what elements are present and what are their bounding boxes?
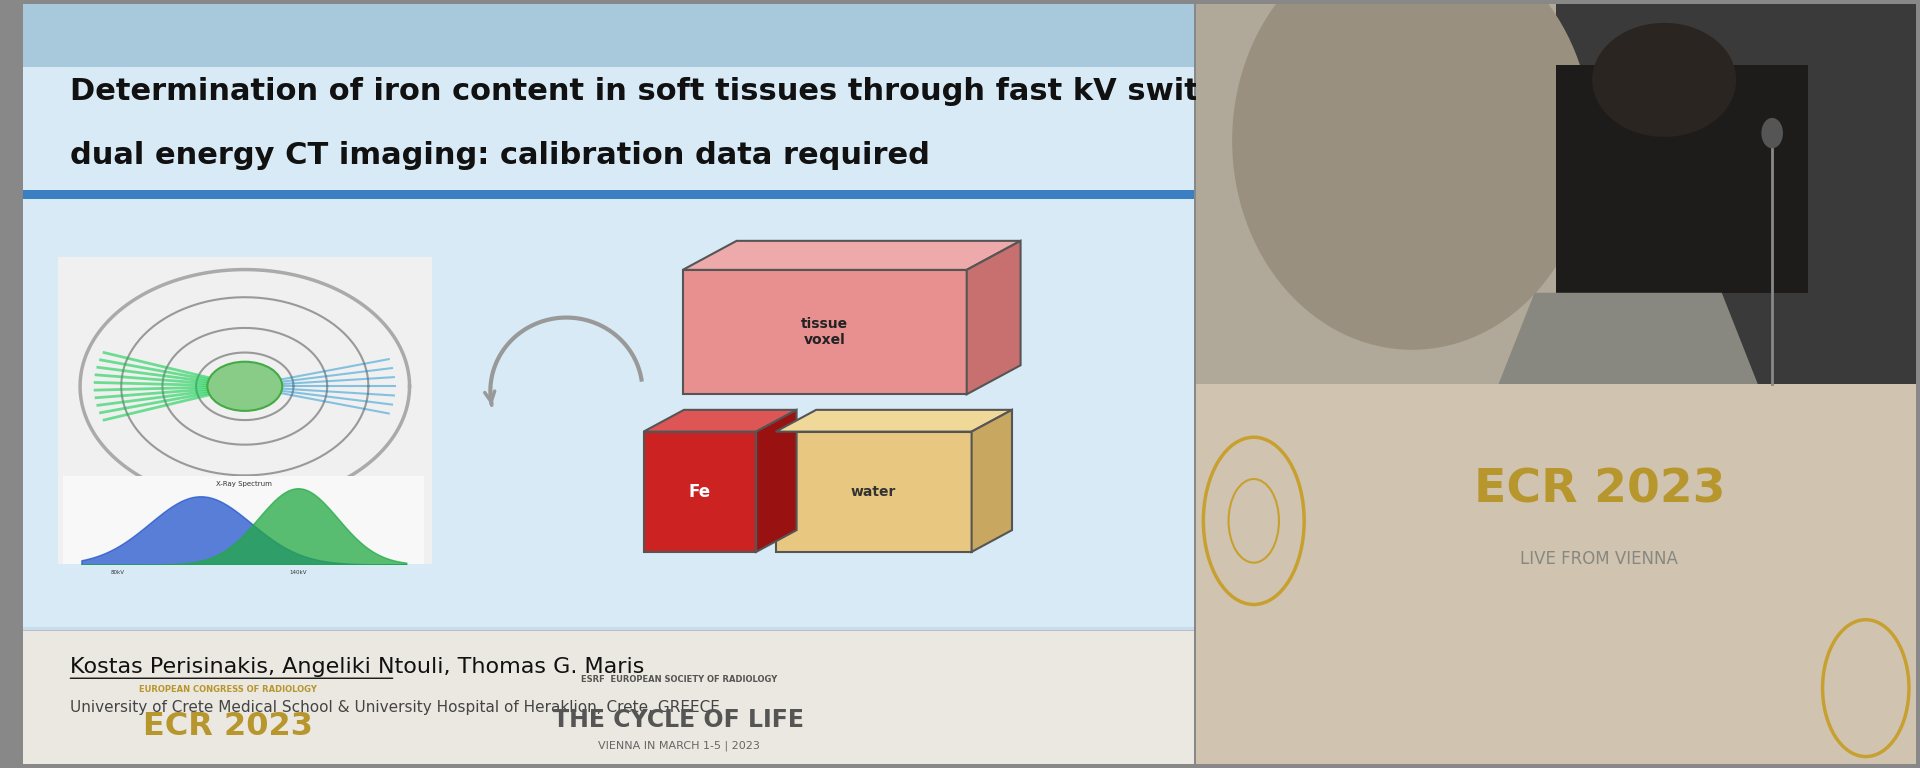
Bar	[23, 67, 1194, 627]
Text: tissue
voxel: tissue voxel	[801, 317, 849, 347]
Text: THE CYCLE OF LIFE: THE CYCLE OF LIFE	[553, 708, 804, 732]
Text: University of Crete Medical School & University Hospital of Heraklion, Crete, GR: University of Crete Medical School & Uni…	[69, 700, 720, 715]
Bar	[1555, 65, 1809, 293]
Polygon shape	[684, 270, 968, 394]
Text: LIVE FROM VIENNA: LIVE FROM VIENNA	[1521, 550, 1678, 568]
Polygon shape	[684, 241, 1021, 270]
Polygon shape	[776, 432, 972, 552]
Bar	[23, 4, 1194, 190]
Bar	[23, 190, 1194, 199]
Polygon shape	[643, 410, 797, 432]
Polygon shape	[972, 410, 1012, 552]
Ellipse shape	[1233, 0, 1592, 349]
Text: 80kV: 80kV	[111, 570, 125, 575]
Text: EUROPEAN CONGRESS OF RADIOLOGY: EUROPEAN CONGRESS OF RADIOLOGY	[138, 685, 317, 694]
Text: VIENNA IN MARCH 1-5 | 2023: VIENNA IN MARCH 1-5 | 2023	[597, 740, 760, 751]
Text: Fe: Fe	[689, 483, 710, 501]
Text: water: water	[851, 485, 897, 498]
Text: Determination of iron content in soft tissues through fast kV switching: Determination of iron content in soft ti…	[69, 77, 1292, 106]
Bar	[23, 631, 1194, 764]
Polygon shape	[968, 241, 1021, 394]
Text: Kostas Perisinakis, Angeliki Ntouli, Thomas G. Maris: Kostas Perisinakis, Angeliki Ntouli, Tho…	[69, 657, 645, 677]
Polygon shape	[643, 432, 756, 552]
Polygon shape	[1498, 293, 1759, 384]
Text: dual energy CT imaging: calibration data required: dual energy CT imaging: calibration data…	[69, 141, 929, 170]
Ellipse shape	[207, 362, 282, 411]
Ellipse shape	[1761, 118, 1784, 148]
Polygon shape	[776, 410, 1012, 432]
Bar	[1196, 384, 1916, 764]
Text: ESRF  EUROPEAN SOCIETY OF RADIOLOGY: ESRF EUROPEAN SOCIETY OF RADIOLOGY	[580, 674, 778, 684]
Text: ECR 2023: ECR 2023	[1475, 468, 1724, 513]
Bar	[1196, 4, 1916, 384]
Bar	[23, 630, 1194, 631]
Text: X-Ray Spectrum: X-Ray Spectrum	[215, 481, 273, 487]
Polygon shape	[756, 410, 797, 552]
Text: 140kV: 140kV	[290, 570, 307, 575]
Ellipse shape	[1592, 23, 1736, 137]
Text: ECR 2023: ECR 2023	[144, 710, 313, 742]
Bar	[1196, 4, 1555, 384]
